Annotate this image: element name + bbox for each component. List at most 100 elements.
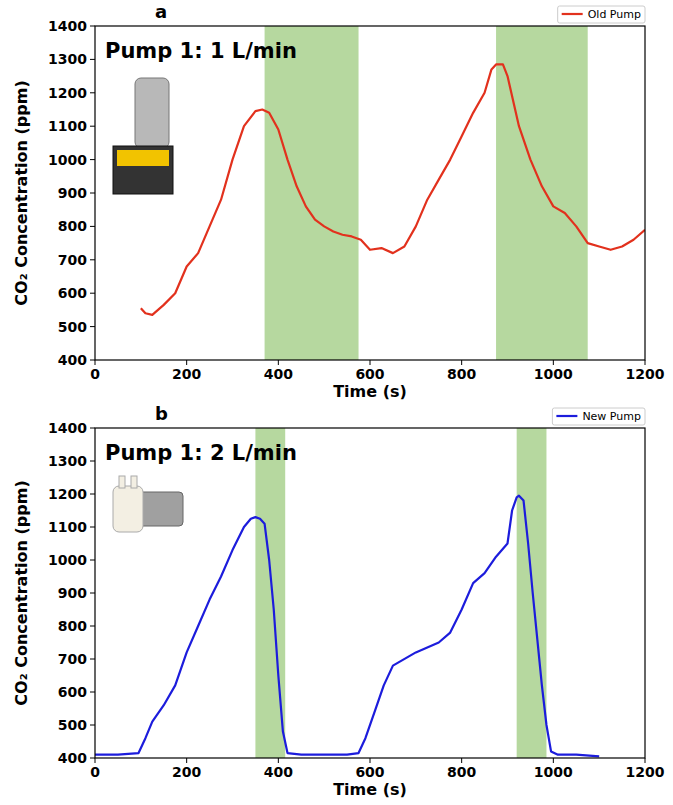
y-tick-label: 800 [58, 618, 87, 634]
y-tick [90, 560, 95, 561]
y-tick-label: 1000 [48, 552, 87, 568]
x-tick [461, 360, 462, 365]
x-tick [186, 360, 187, 365]
legend: New Pump [552, 408, 645, 425]
x-tick [278, 360, 279, 365]
plot-area [95, 428, 599, 758]
figure: 0 200 400 600 800 1000 1200 400 500 600 700 800 900 1… [0, 0, 673, 805]
y-tick-label: 1200 [48, 85, 87, 101]
y-tick [90, 461, 95, 462]
y-tick-label: 1100 [48, 519, 87, 535]
x-tick-label: 600 [355, 764, 384, 780]
y-axis-title: CO₂ Concentration (ppm) [12, 80, 31, 305]
x-tick-label: 1000 [534, 764, 573, 780]
legend-swatch [556, 415, 577, 417]
x-tick [645, 758, 646, 763]
data-line [141, 64, 645, 315]
y-tick-label: 500 [58, 319, 87, 335]
pump-port [119, 476, 125, 488]
x-tick [186, 758, 187, 763]
x-tick-label: 1000 [534, 366, 573, 382]
pump-label [117, 150, 169, 166]
y-tick-label: 400 [58, 750, 87, 766]
legend-label: Old Pump [588, 8, 641, 21]
y-tick [90, 593, 95, 594]
y-tick [90, 428, 95, 429]
x-tick [370, 758, 371, 763]
y-tick [90, 758, 95, 759]
data-line [95, 496, 599, 757]
legend-box [552, 408, 645, 425]
y-tick [90, 692, 95, 693]
pump-head [113, 486, 143, 532]
y-axis-title: CO₂ Concentration (ppm) [12, 480, 31, 705]
plot-frame [95, 428, 645, 758]
panel-title: Pump 1: 1 L/min [105, 39, 297, 63]
highlight-band [517, 428, 547, 758]
panel-title: Pump 1: 2 L/min [105, 441, 297, 465]
pump-motor [139, 492, 183, 526]
y-tick-label: 1100 [48, 118, 87, 134]
y-tick [90, 193, 95, 194]
panel-letter: a [155, 1, 167, 22]
y-tick [90, 326, 95, 327]
legend-box [558, 6, 645, 23]
legend-label: New Pump [582, 410, 641, 423]
y-tick [90, 360, 95, 361]
pump-port [131, 476, 137, 488]
y-tick-label: 900 [58, 585, 87, 601]
x-tick-label: 0 [90, 366, 100, 382]
x-axis-title: Time (s) [333, 382, 407, 401]
panel: 0200400600800100012004005006007008009001… [12, 1, 665, 401]
y-tick [90, 494, 95, 495]
y-tick-label: 400 [58, 352, 87, 368]
y-tick-label: 700 [58, 252, 87, 268]
legend: Old Pump [558, 6, 645, 23]
x-tick-label: 0 [90, 764, 100, 780]
highlight-band [265, 26, 359, 360]
pump-motor [135, 78, 169, 148]
y-tick [90, 259, 95, 260]
x-tick-label: 1200 [626, 366, 665, 382]
x-tick-label: 400 [264, 366, 293, 382]
x-tick-label: 1200 [626, 764, 665, 780]
x-tick [461, 758, 462, 763]
x-axis-title: Time (s) [333, 780, 407, 799]
y-tick-label: 600 [58, 285, 87, 301]
y-tick [90, 226, 95, 227]
y-tick-label: 1000 [48, 152, 87, 168]
x-tick [278, 758, 279, 763]
x-tick [95, 758, 96, 763]
y-tick-label: 500 [58, 717, 87, 733]
y-tick-label: 1300 [48, 453, 87, 469]
x-tick [553, 758, 554, 763]
y-tick [90, 293, 95, 294]
x-tick-label: 200 [172, 366, 201, 382]
y-tick-label: 1400 [48, 420, 87, 436]
y-tick-label: 1300 [48, 51, 87, 67]
y-tick-label: 700 [58, 651, 87, 667]
x-tick [370, 360, 371, 365]
y-tick [90, 725, 95, 726]
y-tick-label: 1400 [48, 18, 87, 34]
plot-area [141, 26, 645, 360]
x-tick [95, 360, 96, 365]
y-tick-label: 800 [58, 218, 87, 234]
panel: 0200400600800100012004005006007008009001… [12, 403, 665, 799]
y-tick [90, 659, 95, 660]
y-tick [90, 59, 95, 60]
x-tick [645, 360, 646, 365]
x-tick-label: 400 [264, 764, 293, 780]
y-tick-label: 600 [58, 684, 87, 700]
panel-letter: b [155, 403, 168, 424]
x-tick [553, 360, 554, 365]
y-tick [90, 26, 95, 27]
x-tick-label: 200 [172, 764, 201, 780]
y-tick [90, 159, 95, 160]
y-tick [90, 527, 95, 528]
y-tick-label: 1200 [48, 486, 87, 502]
y-tick-label: 900 [58, 185, 87, 201]
y-tick [90, 126, 95, 127]
pump-icon [113, 476, 183, 532]
pump-body [113, 146, 173, 194]
